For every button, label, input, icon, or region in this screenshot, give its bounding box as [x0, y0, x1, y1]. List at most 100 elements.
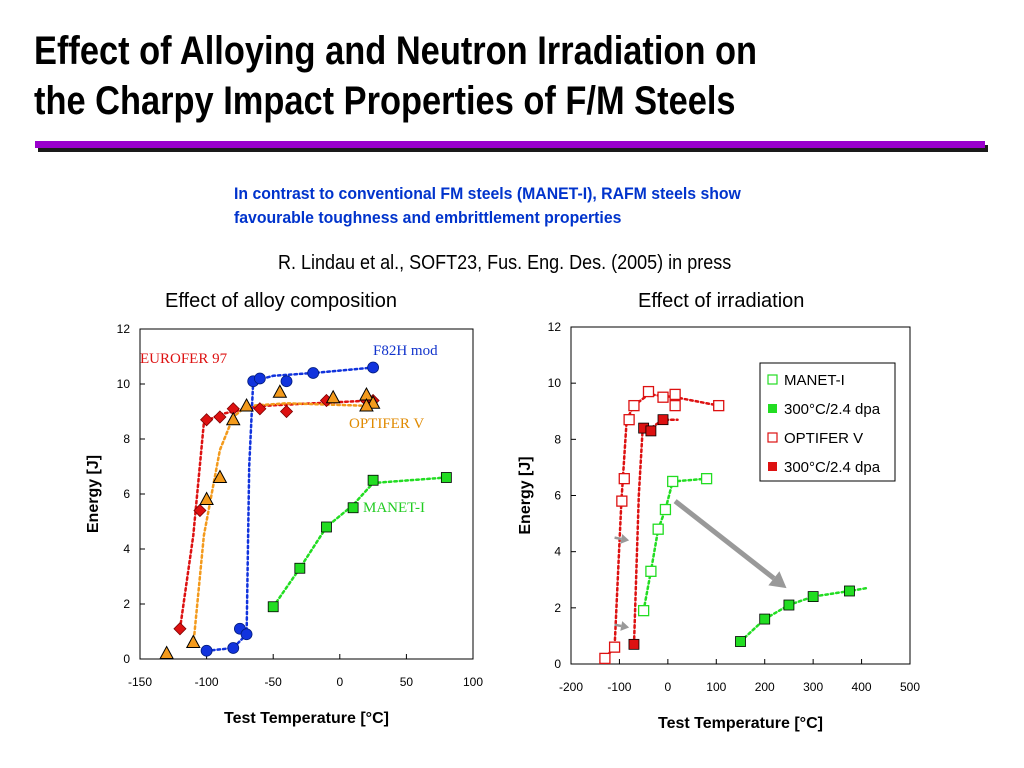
right-point-manet-i	[637, 604, 650, 617]
right-legend-swatch	[768, 404, 777, 413]
right-arrow-shaft	[614, 623, 622, 628]
right-point-300-c-2-4-dpa	[657, 414, 669, 426]
left-point-manet-i	[321, 521, 332, 533]
left-y-tick-label: 2	[123, 597, 130, 611]
left-x-tick-label: 100	[463, 675, 483, 689]
right-legend-entry: MANET-I	[784, 372, 845, 389]
left-point-optifer-v	[225, 411, 241, 426]
right-x-tick-label: 100	[706, 680, 726, 694]
left-point-optifer-v	[212, 469, 228, 483]
left-y-tick-label: 0	[123, 652, 130, 666]
left-point-f82h-mod	[280, 375, 293, 388]
right-trend-manet-i	[642, 477, 708, 612]
alloy-composition-chart: 0 2 4 6 8 10 12 -150 -100 -50 0 50 100 Test Temperatu…	[85, 322, 483, 727]
right-point-optifer-v	[657, 391, 669, 403]
right-x-tick-label: -200	[559, 680, 583, 694]
left-point-eurofer-97	[213, 410, 227, 424]
right-point-manet-i	[652, 523, 664, 535]
right-arrow-shaft	[614, 536, 622, 541]
right-point-optifer-v	[608, 641, 621, 653]
left-point-f82h-mod	[200, 644, 213, 657]
right-point-300-c-2-4-dpa	[807, 591, 819, 602]
left-y-axis-title: Energy [J]	[85, 455, 102, 533]
left-series-label-f82h-mod: F82H mod	[373, 343, 438, 359]
left-series-label-manet-i: MANET-I	[363, 500, 425, 516]
irradiation-chart: 0 2 4 6 8 10 12 -200 -100 0 100 200 300 400 500 Test Te…	[517, 320, 920, 732]
right-arrow-shaft	[673, 499, 776, 581]
right-y-tick-label: 6	[554, 489, 561, 503]
right-x-tick-label: 500	[900, 680, 920, 694]
right-legend-swatch	[767, 432, 778, 443]
right-legend-entry: OPTIFER V	[784, 430, 863, 447]
right-point-manet-i	[659, 503, 672, 516]
right-point-optifer-v	[616, 495, 628, 507]
left-point-f82h-mod	[307, 367, 320, 379]
right-point-optifer-v	[618, 472, 630, 485]
right-y-tick-label: 4	[554, 545, 561, 559]
left-point-eurofer-97	[253, 402, 267, 416]
right-point-manet-i	[667, 475, 679, 488]
right-point-300-c-2-4-dpa	[628, 638, 640, 650]
right-point-optifer-v	[628, 399, 640, 412]
left-point-manet-i	[347, 502, 359, 514]
left-x-tick-label: -150	[128, 675, 152, 689]
right-legend-box	[759, 362, 896, 482]
left-trend-manet-i	[271, 476, 448, 609]
right-point-300-c-2-4-dpa	[735, 636, 746, 647]
left-point-manet-i	[440, 472, 452, 483]
left-point-eurofer-97	[173, 622, 187, 636]
right-point-300-c-2-4-dpa	[844, 585, 855, 597]
left-point-f82h-mod	[367, 361, 380, 374]
left-point-optifer-v	[325, 389, 341, 404]
left-plot-frame	[139, 328, 474, 660]
left-point-eurofer-97	[279, 404, 294, 419]
left-chart-title: Effect of alloy composition	[165, 290, 397, 312]
right-legend-swatch	[768, 462, 777, 471]
right-legend-entry: 300°C/2.4 dpa	[784, 459, 881, 476]
subtitle: In contrast to conventional FM steels (M…	[234, 182, 741, 230]
right-arrow-head	[620, 534, 630, 544]
right-x-tick-label: 0	[665, 680, 672, 694]
left-point-manet-i	[267, 601, 279, 613]
right-point-300-c-2-4-dpa	[645, 425, 657, 437]
title-rule-shadow	[38, 145, 988, 152]
right-point-optifer-v	[623, 414, 635, 426]
right-arrow-head	[768, 571, 787, 589]
right-legend-swatch	[767, 374, 778, 385]
right-y-axis-title: Energy [J]	[517, 456, 534, 534]
citation: R. Lindau et al., SOFT23, Fus. Eng. Des.…	[278, 252, 732, 274]
left-x-tick-label: 50	[400, 675, 414, 689]
right-x-axis-title: Test Temperature [°C]	[658, 715, 823, 732]
right-point-optifer-v	[713, 399, 725, 412]
right-y-tick-label: 2	[554, 601, 561, 615]
right-chart-title: Effect of irradiation	[638, 290, 805, 312]
subtitle-line1: In contrast to conventional FM steels (M…	[234, 184, 741, 203]
right-point-manet-i	[645, 565, 657, 577]
left-series-label-optifer-v: OPTIFER V	[349, 416, 424, 432]
left-y-tick-label: 12	[117, 322, 131, 336]
left-point-optifer-v	[239, 397, 254, 412]
left-series-label-eurofer-97: EUROFER 97	[140, 351, 228, 367]
right-x-tick-label: 200	[755, 680, 775, 694]
slide-title: Effect of Alloying and Neutron Irradiati…	[34, 26, 757, 126]
right-point-300-c-2-4-dpa	[759, 613, 771, 625]
left-y-tick-label: 6	[123, 487, 130, 501]
slide-title-line2: the Charpy Impact Properties of F/M Stee…	[34, 79, 736, 123]
left-point-optifer-v	[159, 645, 174, 659]
right-x-tick-label: 300	[803, 680, 823, 694]
left-x-axis-title: Test Temperature [°C]	[224, 710, 389, 727]
left-y-tick-label: 8	[123, 432, 130, 446]
left-point-f82h-mod	[253, 372, 266, 385]
right-x-tick-label: -100	[607, 680, 631, 694]
left-point-optifer-v	[272, 384, 288, 398]
left-point-optifer-v	[185, 634, 201, 648]
left-point-f82h-mod	[240, 628, 253, 641]
subtitle-line2: favourable toughness and embrittlement p…	[234, 208, 622, 227]
title-rule	[35, 141, 985, 148]
left-x-tick-label: -100	[195, 675, 219, 689]
right-y-tick-label: 10	[548, 376, 562, 390]
right-point-optifer-v	[642, 385, 655, 398]
right-point-optifer-v	[669, 399, 681, 412]
right-x-tick-label: 400	[852, 680, 872, 694]
left-y-tick-label: 10	[117, 377, 131, 391]
